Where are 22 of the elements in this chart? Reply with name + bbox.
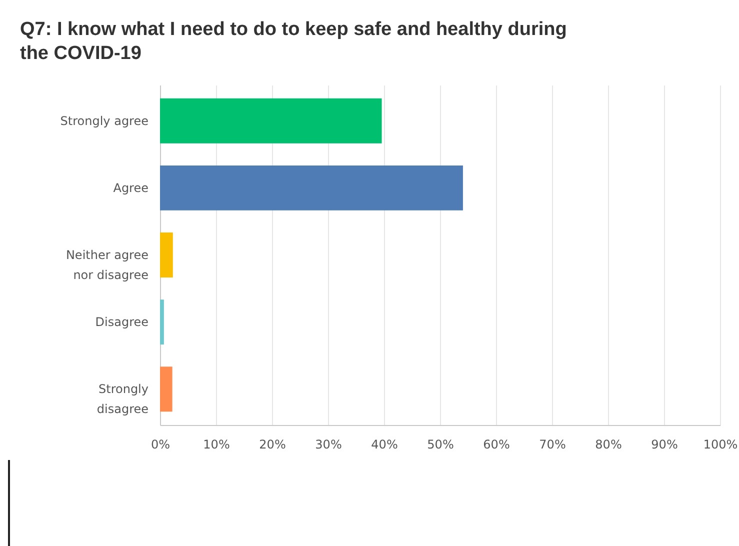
y-tick-label: Agree	[113, 180, 148, 195]
x-tick-label: 50%	[427, 438, 454, 452]
x-tick-label: 80%	[595, 438, 622, 452]
x-tick-label: 100%	[703, 438, 738, 452]
y-tick-label: Strongly disagree	[96, 382, 148, 416]
y-tick-label: Neither agree nor disagree	[66, 248, 148, 282]
chart-title: Q7: I know what I need to do to keep safe and healthy during the COVID-19	[20, 19, 567, 64]
x-tick-label: 70%	[539, 438, 566, 452]
bar	[160, 165, 463, 210]
x-tick-label: 60%	[483, 438, 510, 452]
x-tick-label: 20%	[259, 438, 286, 452]
x-tick-label: 10%	[203, 438, 230, 452]
x-tick-label: 40%	[371, 438, 398, 452]
bar	[160, 366, 172, 412]
y-tick-label: Disagree	[95, 315, 148, 330]
y-tick-label: Strongly agree	[60, 114, 148, 128]
bar	[160, 232, 173, 278]
bar	[160, 300, 164, 345]
x-tick-label: 30%	[315, 438, 342, 452]
bar	[160, 98, 382, 144]
x-tick-label: 0%	[150, 438, 170, 452]
x-tick-label: 90%	[651, 438, 678, 452]
